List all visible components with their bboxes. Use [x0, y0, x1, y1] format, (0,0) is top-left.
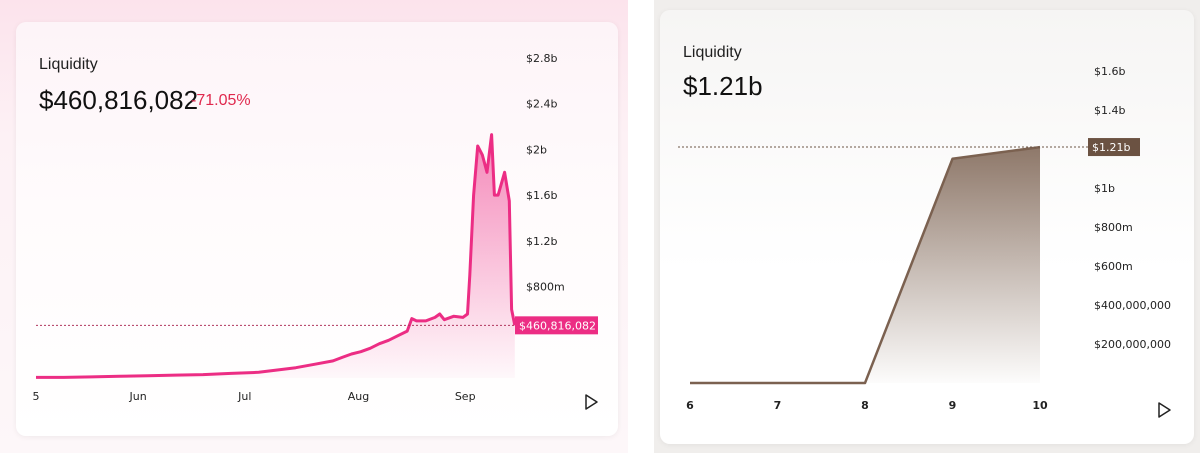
chart-title-left: Liquidity [39, 56, 98, 73]
play-icon-right[interactable] [1158, 402, 1171, 418]
liquidity-value-right: $1.21b [683, 71, 763, 101]
play-icon-left[interactable] [585, 394, 598, 410]
left-y-tick-label: $2.4b [526, 98, 557, 111]
current-value-tag-left [515, 316, 598, 335]
right-x-tick-label: 6 [686, 399, 694, 412]
left-x-tick-label: Jun [128, 390, 146, 403]
right-y-tick-label: $400,000,000 [1094, 299, 1171, 312]
right-y-tick-label: $1.4b [1094, 104, 1125, 117]
right-y-tick-label: $1b [1094, 182, 1115, 195]
left-x-tick-label: Aug [348, 390, 369, 403]
right-y-tick-label: $800m [1094, 221, 1133, 234]
right-x-tick-label: 9 [949, 399, 957, 412]
right-x-tick-label: 7 [774, 399, 782, 412]
right-y-tick-label: $1.6b [1094, 65, 1125, 78]
liquidity-area-left [36, 134, 515, 378]
left-y-tick-label: $2b [526, 143, 547, 156]
left-y-tick-label: $1.6b [526, 189, 557, 202]
right-x-tick-label: 10 [1032, 399, 1048, 412]
liquidity-change: -71.05% [191, 92, 251, 109]
left-x-tick-label: 5 [33, 390, 40, 403]
left-y-tick-label: $1.2b [526, 235, 557, 248]
chart-title-right: Liquidity [683, 44, 742, 61]
left-y-tick-label: $800m [526, 281, 565, 294]
liquidity-line-right [690, 145, 1041, 385]
right-y-tick-label: $600m [1094, 260, 1133, 273]
right-y-tick-label: $200,000,000 [1094, 338, 1171, 351]
left-x-tick-label: Jul [237, 390, 251, 403]
current-value-tag-right [1088, 138, 1140, 157]
liquidity-value-left: $460,816,082 [39, 85, 199, 115]
right-x-tick-label: 8 [861, 399, 869, 412]
left-x-tick-label: Sep [455, 390, 476, 403]
left-y-tick-label: $2.8b [526, 52, 557, 65]
current-value-label-right: $1.21b [1092, 141, 1130, 154]
liquidity-area-right [690, 147, 1040, 383]
current-value-label-left: $460,816,082 [519, 319, 596, 332]
